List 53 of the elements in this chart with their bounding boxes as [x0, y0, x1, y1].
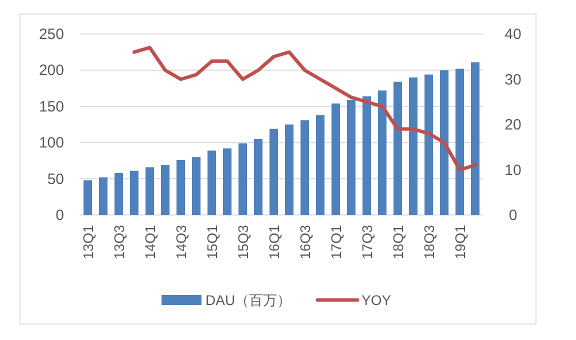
y2-tick-label: 20 [504, 116, 522, 134]
y-tick-label: 250 [38, 26, 64, 43]
x-tick-label: 16Q1 [266, 224, 282, 260]
bar [145, 167, 154, 215]
bar [284, 124, 294, 215]
y-tick-label: 100 [38, 134, 64, 152]
y-tick-label: 0 [56, 207, 64, 224]
bar [424, 74, 434, 215]
x-tick-label: 16Q3 [296, 224, 313, 260]
x-tick-label: 18Q1 [390, 224, 406, 260]
x-tick-label: 15Q3 [234, 224, 251, 260]
bar [160, 165, 170, 215]
bar [238, 143, 248, 215]
bar [176, 160, 186, 215]
bar [98, 177, 108, 215]
x-tick-label: 14Q3 [172, 224, 189, 260]
x-tick-label: 14Q1 [142, 224, 158, 260]
y2-tick-label: 0 [508, 207, 518, 224]
x-tick-label: 17Q1 [328, 224, 344, 260]
bar [83, 180, 92, 215]
y2-tick-label: 30 [504, 71, 522, 88]
bar [331, 104, 340, 215]
x-tick-label: 18Q3 [420, 224, 437, 260]
x-tick-label: 13Q1 [80, 224, 96, 260]
bar [114, 173, 124, 215]
legend-label: YOY [362, 292, 392, 308]
bar [130, 170, 139, 215]
bar [254, 138, 263, 215]
y-tick-label: 200 [38, 62, 64, 80]
bar [207, 150, 216, 215]
bar [408, 77, 418, 215]
bar [393, 82, 402, 215]
x-tick-label: 17Q3 [358, 224, 375, 260]
y2-tick-label: 10 [504, 162, 522, 179]
x-tick-label: 13Q3 [110, 224, 127, 260]
bar [362, 96, 372, 215]
line-series [132, 46, 477, 172]
bar [192, 157, 201, 215]
bar [222, 148, 232, 215]
x-tick-label: 19Q1 [452, 224, 468, 260]
y-tick-label: 150 [38, 98, 64, 116]
legend-label: DAU（百万） [206, 292, 292, 308]
bar [316, 115, 325, 215]
bar [455, 68, 464, 215]
bar [440, 70, 449, 215]
bar [300, 120, 310, 215]
bar [378, 90, 387, 215]
bar [269, 128, 278, 215]
y2-tick-label: 40 [504, 26, 522, 43]
bar [346, 100, 356, 215]
y-tick-label: 50 [47, 170, 64, 188]
x-tick-label: 15Q1 [204, 224, 220, 260]
bar [470, 62, 480, 215]
